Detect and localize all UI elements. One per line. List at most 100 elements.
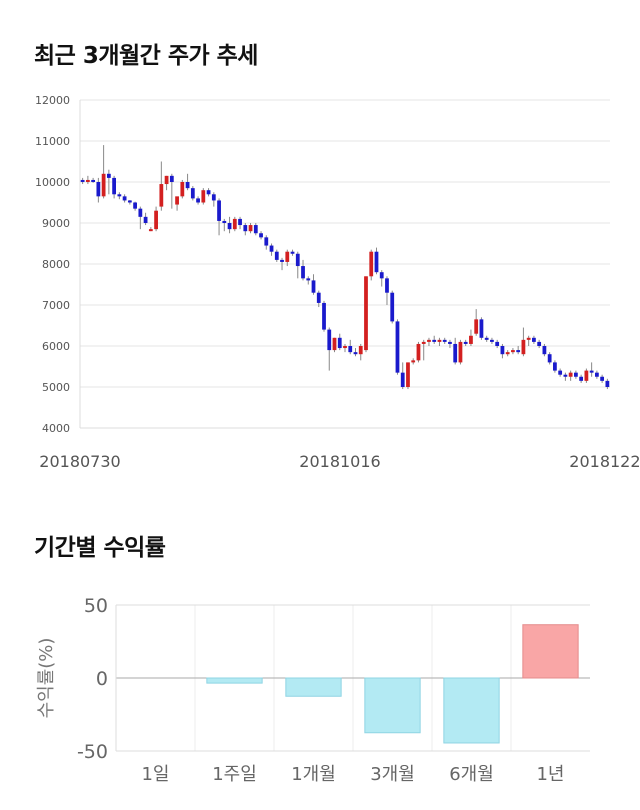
- y-tick-label: 5000: [42, 381, 70, 394]
- candle-body: [222, 220, 227, 223]
- candle-body: [390, 292, 395, 322]
- y-axis-label: 수익률(%): [36, 638, 57, 719]
- candle-body: [322, 302, 326, 330]
- candle-body: [85, 179, 90, 182]
- candle-body: [400, 372, 405, 387]
- candle-body: [584, 370, 589, 381]
- candle-body: [259, 233, 263, 238]
- x-date-label: 20181016: [299, 452, 380, 471]
- candle-body: [448, 341, 452, 344]
- candle-body: [385, 278, 389, 293]
- price-trend-title: 최근 3개월간 주가 추세: [34, 43, 258, 69]
- candle-body: [290, 251, 295, 254]
- candle-body: [91, 179, 96, 182]
- candle-body: [169, 175, 174, 182]
- candle-body: [579, 376, 584, 381]
- candle-body: [364, 276, 368, 351]
- x-category-label: 1주일: [212, 764, 257, 785]
- candle-body: [558, 370, 563, 375]
- candle-body: [180, 182, 185, 197]
- x-category-label: 1년: [536, 764, 564, 785]
- candle-body: [316, 292, 321, 303]
- candle-body: [295, 253, 300, 267]
- price-trend-chart: 4000 5000 6000 7000 8000 9000 10000 11000 12000 2…: [35, 94, 640, 471]
- candle-body: [196, 198, 200, 203]
- candle-body: [500, 346, 505, 355]
- candle-body: [206, 190, 211, 195]
- y-tick-label: 6000: [42, 340, 70, 353]
- candle-body: [164, 175, 169, 185]
- candle-body: [605, 380, 610, 387]
- candle-body: [133, 202, 137, 209]
- y-tick-label: 10000: [35, 176, 70, 189]
- candle-body: [432, 339, 437, 342]
- candle-body: [285, 251, 290, 262]
- x-date-label: 20180730: [39, 452, 120, 471]
- candle-body: [411, 360, 416, 363]
- y-tick-label: 12000: [35, 94, 70, 107]
- candle-body: [138, 208, 143, 217]
- return-bar: [206, 677, 263, 684]
- candle-body: [311, 280, 316, 293]
- candle-body: [589, 370, 594, 373]
- x-date-label: 20181224: [569, 452, 640, 471]
- candle-body: [348, 346, 353, 353]
- candle-body: [532, 337, 536, 342]
- candle-body: [547, 354, 552, 363]
- candle-body: [143, 216, 148, 223]
- candle-body: [406, 362, 410, 387]
- return-bar: [443, 677, 500, 744]
- candle-body: [458, 341, 463, 363]
- candle-body: [374, 251, 379, 273]
- x-category-label: 3개월: [370, 764, 415, 785]
- y-tick-label: 8000: [42, 258, 70, 271]
- y-tick-label: -50: [77, 741, 108, 763]
- candle-body: [185, 182, 190, 189]
- period-returns-title: 기간별 수익률: [34, 535, 166, 561]
- candle-body: [217, 200, 221, 221]
- candle-body: [106, 173, 111, 178]
- x-category-label: 1개월: [291, 764, 336, 785]
- candle-body: [437, 339, 442, 342]
- candle-body: [427, 339, 431, 342]
- candle-body: [516, 350, 521, 353]
- candle-body: [301, 266, 305, 279]
- candle-body: [190, 188, 195, 199]
- candle-body: [369, 251, 374, 277]
- x-category-label: 1일: [141, 764, 169, 785]
- candle-body: [511, 350, 515, 353]
- candle-body: [484, 337, 489, 340]
- candle-body: [117, 194, 122, 197]
- candle-body: [243, 225, 248, 232]
- y-tick-label: 11000: [35, 135, 70, 148]
- x-category-label: 6개월: [449, 764, 494, 785]
- candle-body: [264, 237, 269, 246]
- candle-body: [227, 223, 232, 230]
- candle-body: [269, 245, 274, 252]
- candle-body: [490, 339, 494, 342]
- candle-body: [521, 339, 526, 355]
- candle-body: [563, 374, 568, 377]
- candle-body: [505, 352, 510, 355]
- candle-body: [201, 190, 206, 203]
- candle-body: [274, 251, 279, 260]
- candle-body: [148, 229, 153, 232]
- candle-body: [280, 259, 284, 262]
- candle-body: [232, 218, 237, 230]
- candle-body: [122, 196, 127, 201]
- y-tick-label: 9000: [42, 217, 70, 230]
- candle-body: [416, 343, 421, 361]
- candle-body: [101, 173, 106, 197]
- candle-body: [568, 372, 573, 377]
- candle-body: [600, 376, 605, 381]
- candle-body: [253, 225, 258, 234]
- candle-body: [332, 337, 337, 351]
- candle-body: [421, 341, 426, 344]
- candle-body: [395, 321, 400, 373]
- candle-body: [327, 329, 332, 351]
- candle-body: [238, 218, 242, 226]
- candle-body: [463, 341, 468, 344]
- candle-body: [537, 341, 542, 346]
- candle-body: [495, 341, 500, 346]
